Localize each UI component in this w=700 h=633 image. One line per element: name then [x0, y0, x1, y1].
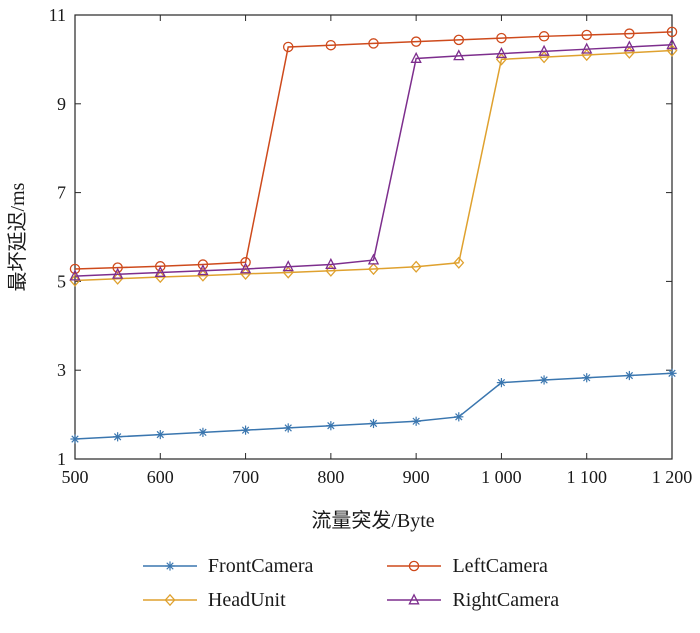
- x-tick-label: 500: [62, 467, 89, 487]
- legend-label: HeadUnit: [207, 589, 286, 611]
- axes-frame: [74, 14, 673, 460]
- legend-label: LeftCamera: [452, 555, 548, 577]
- frontcamera-line-sample-icon: [142, 561, 197, 571]
- plot-area: 500 600 700 800 900 1 000 1 100 1 200 1 3 5 7 9 11 流量…: [6, 5, 693, 532]
- legend-item-leftcamera: LeftCamera: [385, 553, 559, 579]
- y-tick-label: 1: [57, 449, 66, 469]
- x-axis-label: 流量突发/Byte: [311, 509, 434, 532]
- leftcamera-line-sample-icon: [387, 560, 442, 572]
- x-tick-label: 900: [403, 467, 430, 487]
- series-leftcamera: [69, 26, 678, 275]
- x-tick-label: 1 200: [652, 467, 693, 487]
- x-tick-label: 1 100: [566, 467, 607, 487]
- y-tick-label: 11: [49, 5, 66, 25]
- legend-label: RightCamera: [452, 589, 560, 611]
- y-tick-label: 3: [57, 360, 66, 380]
- legend-label: FrontCamera: [207, 555, 314, 577]
- headunit-line-sample-icon: [142, 593, 197, 607]
- x-tick-label: 800: [317, 467, 344, 487]
- legend-item-frontcamera: FrontCamera: [141, 553, 314, 579]
- legend-item-headunit: HeadUnit: [141, 587, 314, 613]
- rightcamera-line-sample-icon: [387, 593, 442, 605]
- x-tick-label: 1 000: [481, 467, 522, 487]
- series-frontcamera: [70, 368, 677, 444]
- y-tick-label: 5: [57, 271, 66, 291]
- legend-item-rightcamera: RightCamera: [385, 587, 559, 613]
- y-tick-label: 7: [57, 183, 66, 203]
- x-tick-label: 700: [232, 467, 259, 487]
- series-headunit: [69, 44, 678, 287]
- series-rightcamera: [69, 38, 678, 281]
- y-axis-label: 最坏延迟/ms: [6, 182, 29, 291]
- chart-legend: FrontCamera LeftCamera HeadUnit RightCam…: [0, 553, 700, 613]
- y-tick-label: 9: [57, 94, 66, 114]
- x-tick-label: 600: [147, 467, 174, 487]
